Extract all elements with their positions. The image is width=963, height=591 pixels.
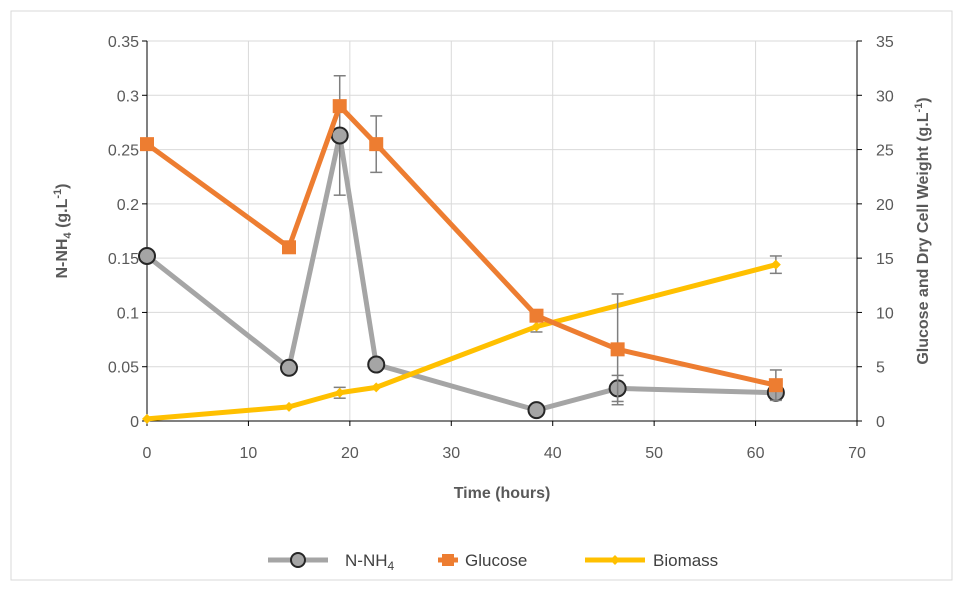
- y-right-tick-label: 20: [876, 197, 894, 214]
- legend-label-glucose: Glucose: [465, 551, 527, 570]
- n-nh4-point: [280, 358, 298, 377]
- legend: N-NH4 Glucose Biomass: [268, 551, 718, 573]
- x-tick-label: 60: [747, 445, 765, 462]
- y-right-tick-label: 25: [876, 143, 894, 160]
- glucose-point: [140, 137, 154, 152]
- chart-frame: [10, 10, 953, 581]
- axes: 0 0.05 0.1 0.15 0.2 0.25 0.3 0.35 0 5 10 15 20 25 30 35…: [108, 34, 894, 462]
- y-right-tick-label: 10: [876, 305, 894, 322]
- axis-labels: Time (hours) N-NH4 (g.L-1) Glucose and Dry…: [52, 97, 932, 502]
- n-nh4-point: [367, 355, 386, 374]
- glucose-series: [140, 99, 783, 406]
- y-left-tick-label: 0.15: [108, 251, 139, 268]
- n-nh4-point: [290, 552, 306, 568]
- glucose-point: [282, 240, 296, 255]
- y-left-tick-label: 0.1: [117, 305, 139, 322]
- x-tick-label: 0: [143, 445, 152, 462]
- glucose-point: [332, 99, 347, 114]
- y-right-tick-label: 5: [876, 360, 885, 377]
- y-right-tick-label: 0: [876, 414, 885, 431]
- y-right-tick-label: 35: [876, 34, 894, 51]
- n-nh4-point: [138, 246, 156, 265]
- x-tick-label: 40: [544, 445, 562, 462]
- legend-label-n-nh4: N-NH4: [345, 551, 395, 573]
- y-left-tick-label: 0.25: [108, 143, 139, 160]
- y-left-tick-label: 0.2: [117, 197, 139, 214]
- legend-item-glucose: Glucose: [438, 551, 527, 570]
- y-axis-right-title: Glucose and Dry Cell Weight (g.L-1): [913, 97, 932, 364]
- glucose-point: [768, 378, 783, 393]
- y-left-tick-label: 0.3: [117, 88, 139, 105]
- legend-item-biomass: Biomass: [585, 551, 718, 570]
- glucose-point: [369, 137, 384, 152]
- biomass-series: [142, 255, 782, 424]
- biomass-point: [334, 387, 345, 398]
- y-right-tick-label: 15: [876, 251, 894, 268]
- legend-label-biomass: Biomass: [653, 551, 718, 570]
- y-left-tick-label: 0.05: [108, 360, 139, 377]
- x-axis-title: Time (hours): [454, 485, 551, 502]
- series-group: [138, 74, 785, 424]
- n-nh4-point: [527, 401, 546, 420]
- biomass-point: [142, 413, 152, 424]
- y-right-tick-label: 30: [876, 88, 894, 105]
- biomass-point: [531, 321, 542, 332]
- glucose-point: [529, 308, 544, 323]
- biomass-point: [371, 382, 382, 393]
- x-tick-label: 70: [848, 445, 866, 462]
- glucose-point: [442, 554, 454, 566]
- y-axis-left-title: N-NH4 (g.L-1): [52, 184, 74, 279]
- n-nh4-point: [330, 126, 349, 145]
- y-left-tick-label: 0.35: [108, 34, 139, 51]
- biomass-point: [610, 555, 620, 565]
- glucose-point: [610, 342, 625, 357]
- biomass-point: [770, 259, 781, 270]
- x-tick-label: 20: [341, 445, 359, 462]
- biomass-point: [284, 401, 294, 412]
- legend-item-n-nh4: N-NH4: [268, 551, 395, 573]
- y-left-tick-label: 0: [130, 414, 139, 431]
- x-tick-label: 30: [442, 445, 460, 462]
- biomass-line: [146, 262, 777, 422]
- x-tick-label: 10: [240, 445, 258, 462]
- x-tick-label: 50: [645, 445, 663, 462]
